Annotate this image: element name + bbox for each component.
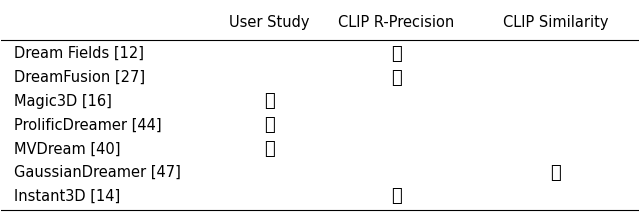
Text: ProlificDreamer [44]: ProlificDreamer [44]: [14, 118, 162, 133]
Text: DreamFusion [27]: DreamFusion [27]: [14, 70, 145, 85]
Text: ✓: ✓: [391, 68, 402, 87]
Text: CLIP R-Precision: CLIP R-Precision: [339, 15, 454, 30]
Text: ✓: ✓: [264, 92, 275, 110]
Text: MVDream [40]: MVDream [40]: [14, 141, 120, 156]
Text: GaussianDreamer [47]: GaussianDreamer [47]: [14, 165, 181, 180]
Text: CLIP Similarity: CLIP Similarity: [503, 15, 609, 30]
Text: Instant3D [14]: Instant3D [14]: [14, 189, 120, 204]
Text: ✓: ✓: [264, 140, 275, 158]
Text: ✓: ✓: [264, 116, 275, 134]
Text: ✓: ✓: [550, 164, 561, 182]
Text: User Study: User Study: [228, 15, 309, 30]
Text: Magic3D [16]: Magic3D [16]: [14, 94, 112, 109]
Text: ✓: ✓: [391, 187, 402, 205]
Text: Dream Fields [12]: Dream Fields [12]: [14, 46, 144, 61]
Text: ✓: ✓: [391, 45, 402, 63]
